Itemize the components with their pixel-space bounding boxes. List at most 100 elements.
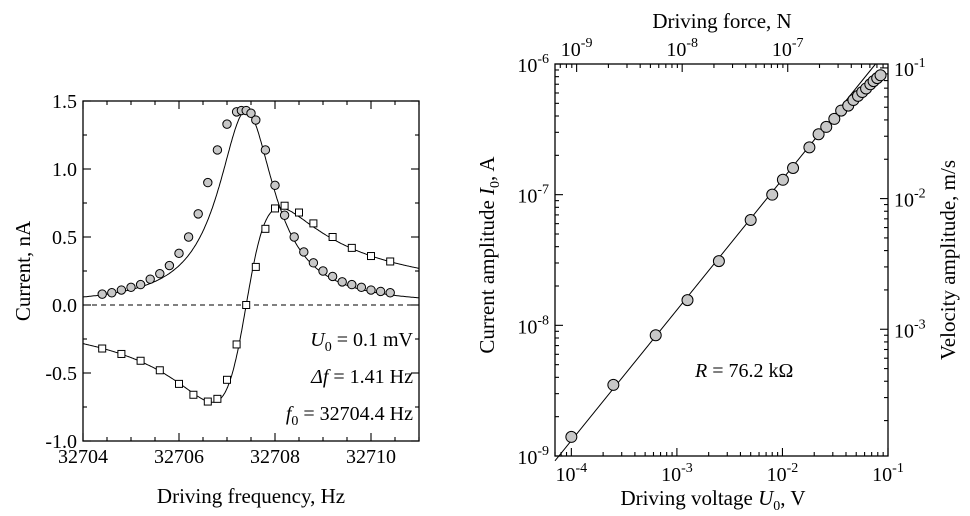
resonance-y-tick-label: -0.5	[45, 363, 77, 385]
in-phase-data-point	[212, 145, 223, 155]
voltage-tick-label: 10-2	[767, 461, 799, 486]
voltage-tick-label-exponent: -3	[681, 461, 693, 476]
quadrature-data-point	[295, 208, 303, 217]
in-phase-data-point	[126, 282, 136, 293]
velocity-tick-label: 10-3	[894, 317, 926, 342]
force-tick-label-exponent: -9	[581, 36, 593, 51]
resonance-x-tick-label: 32704	[58, 446, 108, 468]
velocity-tick-label: 10-1	[894, 56, 926, 81]
quadrature-data-point	[117, 349, 126, 358]
resonance-plot-frame	[82, 100, 420, 442]
in-phase-data-point	[260, 145, 271, 155]
annotation-frequency-subscript: 0	[291, 414, 298, 429]
amplitude-data-point	[812, 128, 825, 141]
velocity-tick-label-base: 10	[894, 59, 914, 81]
quadrature-data-point	[175, 379, 183, 388]
amplitude-y-axis-symbol: I	[475, 187, 499, 196]
annotation-voltage-subscript: 0	[325, 340, 332, 355]
in-phase-data-point	[289, 232, 299, 242]
amplitude-data-point	[744, 213, 757, 226]
in-phase-data-point	[183, 232, 194, 242]
in-phase-data-point	[337, 277, 347, 287]
current-tick-label-exponent: -8	[537, 313, 549, 328]
amplitude-data-point	[681, 294, 694, 307]
resonance-x-axis-label: Driving frequency, Hz	[157, 484, 345, 508]
amplitude-y-axis-text: Current amplitude	[475, 195, 499, 354]
resonance-y-axis-label: Current, nA	[11, 220, 35, 321]
resonance-x-tick-label: 32710	[346, 446, 396, 468]
resonance-y-tick-label: 0.5	[52, 227, 77, 249]
quadrature-data-point	[232, 340, 241, 349]
in-phase-data-point	[327, 271, 338, 282]
amplitude-y-axis-label: Current amplitude I0, A	[475, 156, 503, 354]
quadrature-data-point	[203, 397, 212, 406]
quadrature-data-point	[155, 366, 164, 375]
current-tick-label-base: 10	[517, 316, 537, 338]
quadrature-data-point	[136, 356, 145, 365]
amplitude-data-point	[820, 120, 833, 133]
voltage-tick-label-base: 10	[872, 464, 892, 486]
annotation-frequency-symbol: f	[286, 403, 294, 425]
in-phase-data-point	[203, 177, 213, 188]
amplitude-data-point	[803, 141, 816, 154]
quadrature-data-point	[309, 219, 318, 228]
annotation-voltage-symbol: U	[310, 329, 326, 351]
in-phase-data-point	[145, 274, 155, 284]
quadrature-data-point	[251, 262, 260, 271]
amplitude-data-point	[874, 69, 887, 82]
in-phase-data-point	[164, 260, 175, 271]
annotation-linewidth: Δf = 1.41 Hz	[310, 366, 413, 388]
quadrature-data-point	[242, 301, 251, 309]
annotation-linewidth-symbol: Δf	[310, 366, 331, 388]
resonance-y-tick-label: 0.0	[52, 295, 77, 317]
velocity-tick-label-exponent: -2	[914, 187, 926, 202]
amplitude-x-axis-symbol: U	[758, 486, 775, 510]
quadrature-data-point	[367, 252, 375, 261]
velocity-axis-label: Velocity amplitude, m/s	[936, 160, 960, 360]
quadrature-data-point	[213, 394, 222, 403]
quadrature-data-point	[386, 257, 395, 266]
annotation-frequency-value: = 32704.4 Hz	[298, 403, 413, 425]
current-tick-label-base: 10	[517, 186, 537, 208]
force-tick-label-base: 10	[561, 39, 581, 61]
voltage-tick-label: 10-4	[556, 461, 588, 486]
annotation-voltage: U0 = 0.1 mV	[310, 329, 413, 355]
quadrature-data-point	[328, 233, 337, 241]
force-tick-label: 10-7	[772, 36, 804, 61]
resistance-value: = 76.2 kΩ	[707, 360, 793, 382]
current-tick-label: 10-9	[517, 444, 549, 469]
force-tick-label-base: 10	[772, 39, 792, 61]
in-phase-data-point	[107, 288, 117, 298]
amplitude-data-point	[607, 378, 620, 391]
in-phase-data-point	[97, 289, 107, 299]
in-phase-data-point	[135, 279, 146, 290]
resonance-y-tick-label: -1.0	[45, 431, 77, 453]
amplitude-data-point	[828, 112, 841, 125]
force-tick-label-exponent: -7	[792, 36, 804, 51]
current-tick-label: 10-6	[517, 52, 549, 77]
resonance-chart: 32704 32706 32708 32710 -1.0 -0.5 0.0 0.5 1.0 1.5…	[11, 91, 420, 508]
amplitude-plot-frame	[554, 63, 889, 457]
quadrature-data-point	[271, 204, 279, 213]
current-tick-label-base: 10	[517, 447, 537, 469]
quadrature-data-point	[261, 224, 270, 233]
velocity-tick-label-exponent: -1	[914, 56, 926, 71]
in-phase-data-point	[366, 285, 376, 295]
in-phase-data-point	[222, 119, 232, 129]
annotation-frequency: f0 = 32704.4 Hz	[286, 403, 413, 429]
quadrature-data-point	[280, 201, 289, 210]
quadrature-data-point	[347, 243, 356, 252]
in-phase-data-point	[299, 247, 309, 257]
driving-force-axis-label: Driving force, N	[652, 9, 791, 33]
amplitude-chart: 10-4 10-3 10-2 10-110-9 10-8 10-710-910-810-7…	[475, 9, 960, 514]
quadrature-data-point	[189, 390, 198, 399]
in-phase-fit-curve	[82, 109, 420, 299]
voltage-tick-label-exponent: -4	[576, 461, 588, 476]
amplitude-data-point	[565, 430, 578, 443]
in-phase-data-point	[174, 248, 184, 259]
velocity-tick-label-exponent: -3	[914, 317, 926, 332]
resonance-y-tick-label: 1.0	[52, 159, 77, 181]
amplitude-data-point	[787, 161, 800, 174]
amplitude-x-axis-label: Driving voltage U0, V	[620, 486, 805, 514]
